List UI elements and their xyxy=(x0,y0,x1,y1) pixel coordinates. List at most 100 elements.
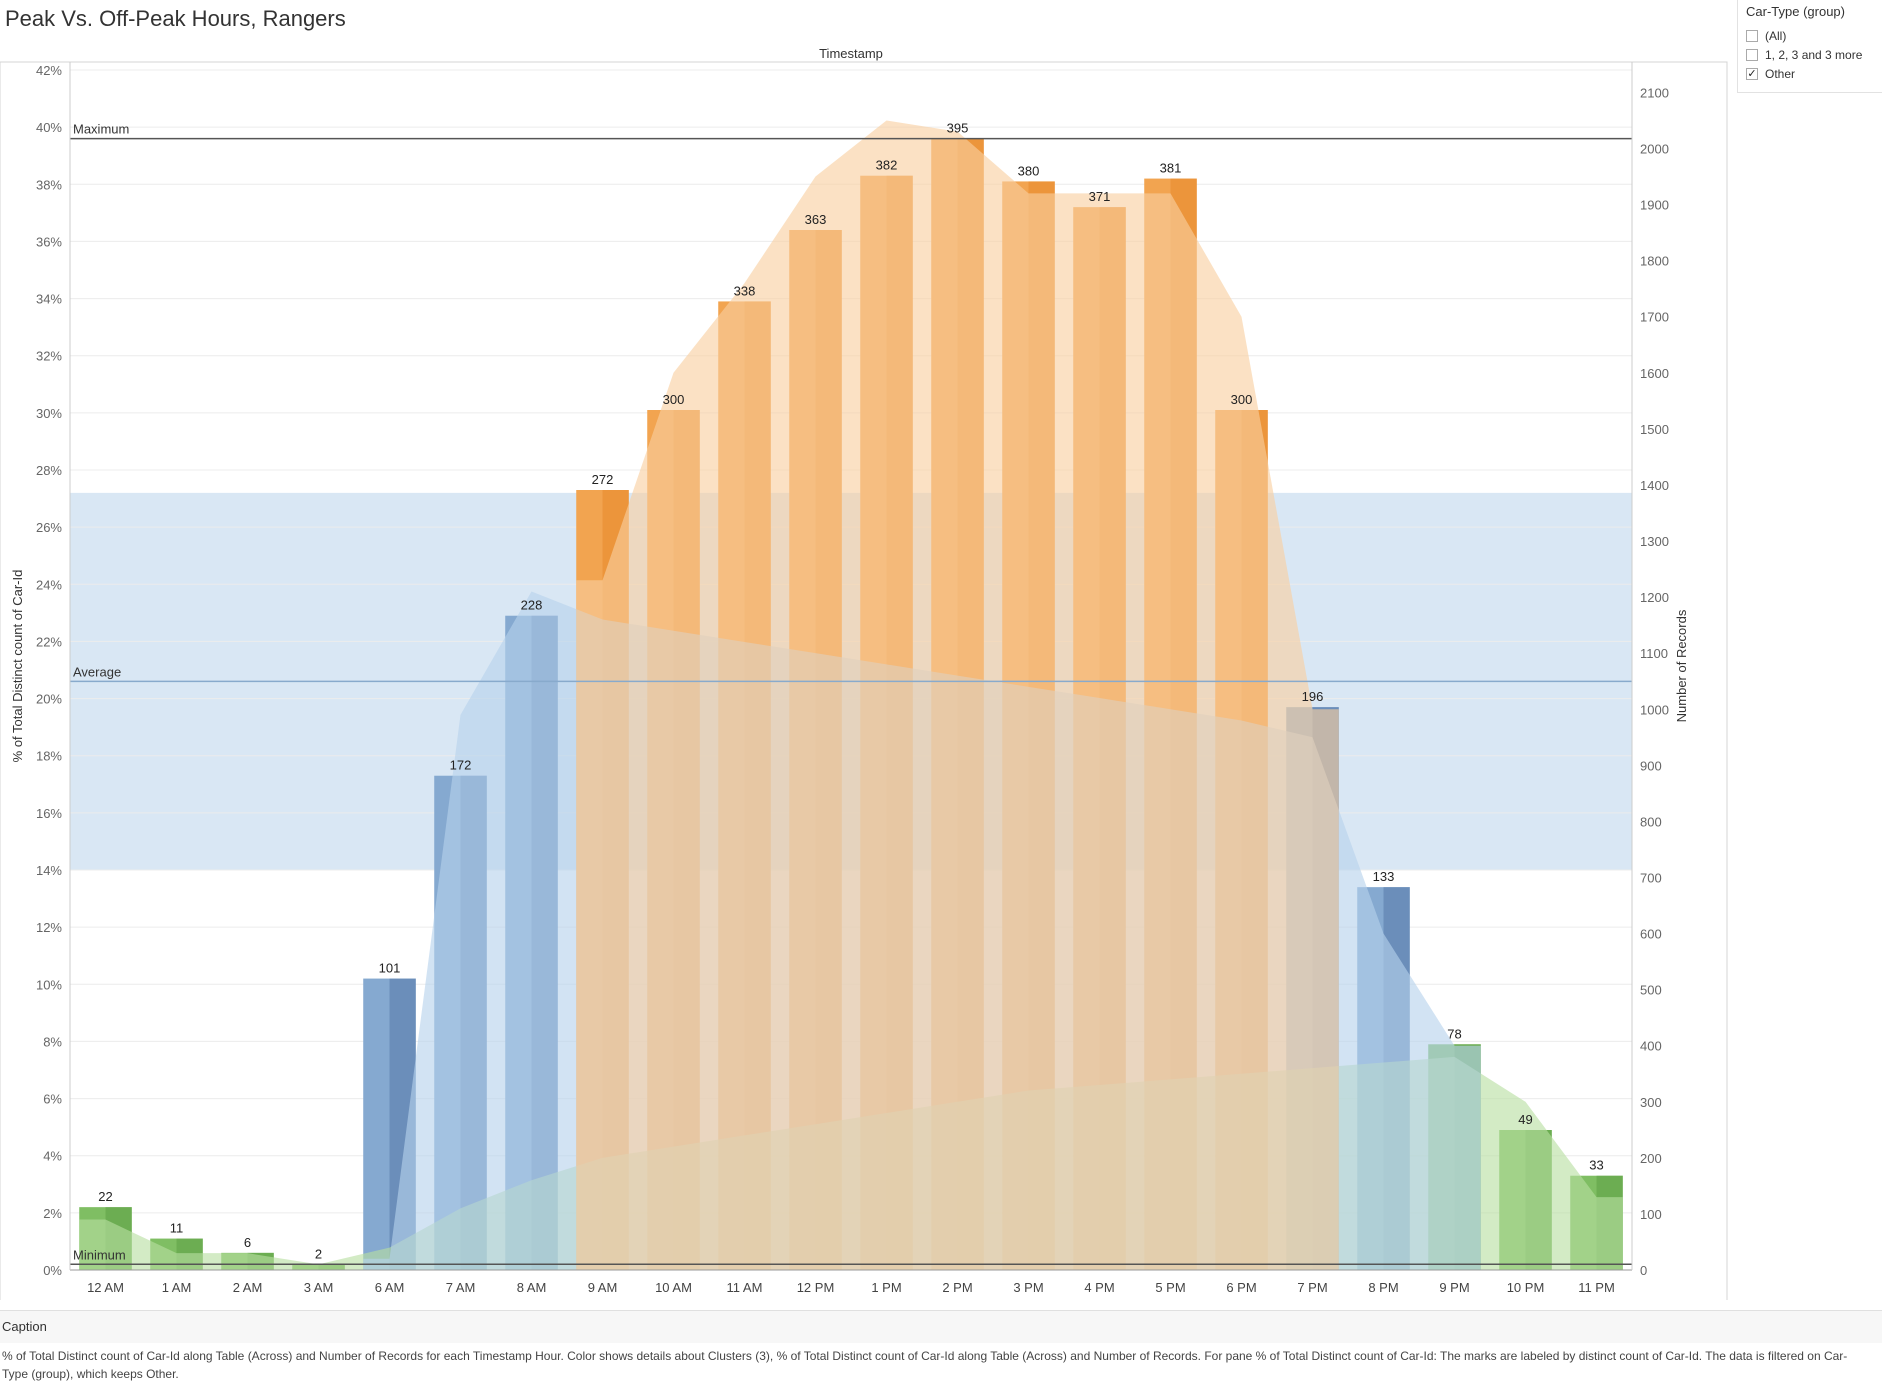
x-tick-label: 5 PM xyxy=(1155,1280,1185,1295)
filter-item-label: Other xyxy=(1765,67,1796,81)
filter-item-all[interactable]: (All) xyxy=(1746,28,1786,44)
y-tick-label: 36% xyxy=(36,234,62,249)
bar-label: 338 xyxy=(734,283,756,298)
x-tick-label: 7 PM xyxy=(1297,1280,1327,1295)
y2-tick-label: 300 xyxy=(1640,1095,1662,1110)
y-tick-label: 10% xyxy=(36,977,62,992)
x-tick-label: 1 AM xyxy=(162,1280,192,1295)
bar-label: 22 xyxy=(98,1189,112,1204)
filter-item-label: (All) xyxy=(1765,29,1787,43)
bar-label: 11 xyxy=(170,1221,184,1236)
y-tick-label: 8% xyxy=(43,1034,62,1049)
y2-tick-label: 600 xyxy=(1640,927,1662,942)
y-tick-label: 28% xyxy=(36,463,62,478)
reference-line-label: Minimum xyxy=(73,1247,126,1262)
x-tick-label: 12 AM xyxy=(87,1280,124,1295)
y2-tick-label: 500 xyxy=(1640,983,1662,998)
x-tick-label: 12 PM xyxy=(797,1280,835,1295)
y2-tick-label: 2100 xyxy=(1640,85,1669,100)
y2-tick-label: 400 xyxy=(1640,1039,1662,1054)
reference-line-label: Average xyxy=(73,664,121,679)
bar-label: 363 xyxy=(805,212,827,227)
x-tick-label: 6 AM xyxy=(375,1280,405,1295)
bar-label: 33 xyxy=(1589,1158,1603,1173)
x-tick-label: 8 PM xyxy=(1368,1280,1398,1295)
y2-tick-label: 1000 xyxy=(1640,702,1669,717)
y2-tick-label: 900 xyxy=(1640,758,1662,773)
bar-label: 101 xyxy=(379,961,401,976)
car-type-filter: Car-Type (group) (All) 1, 2, 3 and 3 mor… xyxy=(1737,0,1882,93)
y2-tick-label: 1600 xyxy=(1640,366,1669,381)
y2-tick-label: 1200 xyxy=(1640,590,1669,605)
chart-border xyxy=(0,61,1728,1300)
bar-label: 382 xyxy=(876,158,898,173)
y2-tick-label: 1900 xyxy=(1640,198,1669,213)
y-tick-label: 32% xyxy=(36,349,62,364)
y-tick-label: 6% xyxy=(43,1092,62,1107)
y-axis-title: % of Total Distinct count of Car-Id xyxy=(10,570,25,763)
filter-item-other[interactable]: ✓ Other xyxy=(1746,66,1795,82)
checkbox-checked-icon[interactable]: ✓ xyxy=(1746,68,1758,80)
checkbox-icon[interactable] xyxy=(1746,30,1758,42)
y2-tick-label: 1400 xyxy=(1640,478,1669,493)
x-tick-label: 9 AM xyxy=(588,1280,618,1295)
y-tick-label: 0% xyxy=(43,1263,62,1278)
axes: 0% 2% 4% 6% 8% 10% 12% 14% 16% 18% 20% 22% 24% 26% 28%… xyxy=(0,46,1728,1300)
checkbox-icon[interactable] xyxy=(1746,49,1758,61)
bar-label: 300 xyxy=(663,392,685,407)
x-tick-label: 2 AM xyxy=(233,1280,263,1295)
bar-label: 381 xyxy=(1160,161,1182,176)
y2-tick-label: 200 xyxy=(1640,1151,1662,1166)
x-axis-title: Timestamp xyxy=(819,46,883,61)
y2-tick-label: 800 xyxy=(1640,814,1662,829)
x-tick-label: 9 PM xyxy=(1439,1280,1469,1295)
bar-label: 78 xyxy=(1447,1026,1461,1041)
caption-text: % of Total Distinct count of Car-Id alon… xyxy=(2,1349,1848,1381)
y-tick-label: 2% xyxy=(43,1206,62,1221)
x-tick-label: 7 AM xyxy=(446,1280,476,1295)
y-tick-label: 12% xyxy=(36,920,62,935)
bar-label: 371 xyxy=(1089,189,1111,204)
y-tick-label: 34% xyxy=(36,292,62,307)
x-tick-label: 3 PM xyxy=(1013,1280,1043,1295)
x-tick-label: 10 PM xyxy=(1507,1280,1545,1295)
y2-tick-label: 1700 xyxy=(1640,310,1669,325)
x-tick-label: 2 PM xyxy=(942,1280,972,1295)
y2-tick-label: 2000 xyxy=(1640,142,1669,157)
x-tick-label: 4 PM xyxy=(1084,1280,1114,1295)
y2-tick-label: 1500 xyxy=(1640,422,1669,437)
x-tick-label: 3 AM xyxy=(304,1280,334,1295)
y-tick-label: 4% xyxy=(43,1149,62,1164)
bar-label: 172 xyxy=(450,758,472,773)
x-tick-label: 1 PM xyxy=(871,1280,901,1295)
caption-header: Caption xyxy=(0,1310,1882,1343)
reference-line-label: Maximum xyxy=(73,122,129,137)
bar-label: 300 xyxy=(1231,392,1253,407)
y2-tick-label: 1800 xyxy=(1640,254,1669,269)
y2-tick-label: 1100 xyxy=(1640,646,1668,661)
y-tick-label: 22% xyxy=(36,634,62,649)
filter-item-label: 1, 2, 3 and 3 more xyxy=(1765,48,1863,62)
bar-label: 133 xyxy=(1373,869,1395,884)
y-tick-label: 16% xyxy=(36,806,62,821)
bar-label: 49 xyxy=(1518,1112,1532,1127)
x-tick-label: 8 AM xyxy=(517,1280,547,1295)
y2-tick-label: 1300 xyxy=(1640,534,1669,549)
x-tick-label: 6 PM xyxy=(1226,1280,1256,1295)
bar-label: 6 xyxy=(244,1235,251,1250)
x-tick-label: 11 PM xyxy=(1578,1280,1615,1295)
page-title: Peak Vs. Off-Peak Hours, Rangers xyxy=(5,6,346,31)
orange-records-area xyxy=(576,120,1339,1271)
bar-labels: 22 11 6 2 101 172 228 272 300 338 363 382 395 380 371 3… xyxy=(98,121,1603,1262)
y-tick-label: 24% xyxy=(36,577,62,592)
filter-item-group[interactable]: 1, 2, 3 and 3 more xyxy=(1746,47,1862,63)
y-tick-label: 18% xyxy=(36,749,62,764)
y-tick-label: 14% xyxy=(36,863,62,878)
x-tick-label: 11 AM xyxy=(727,1280,763,1295)
bar-label: 272 xyxy=(592,472,614,487)
chart: Maximum Average Minimum 22 11 6 2 101 172 228 272… xyxy=(0,46,1728,1300)
y-tick-label: 30% xyxy=(36,406,62,421)
filter-title: Car-Type (group) xyxy=(1746,4,1845,19)
y-tick-label: 42% xyxy=(36,63,62,78)
y-tick-label: 40% xyxy=(36,120,62,135)
